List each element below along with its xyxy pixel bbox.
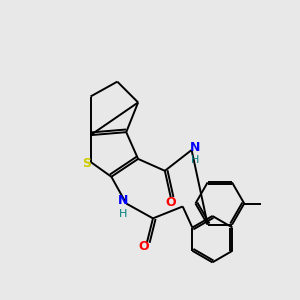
Text: O: O [139, 240, 149, 253]
Text: N: N [190, 140, 200, 154]
Text: H: H [118, 209, 127, 219]
Text: H: H [191, 155, 200, 165]
Text: N: N [118, 194, 128, 207]
Text: O: O [166, 196, 176, 208]
Text: S: S [82, 157, 91, 170]
